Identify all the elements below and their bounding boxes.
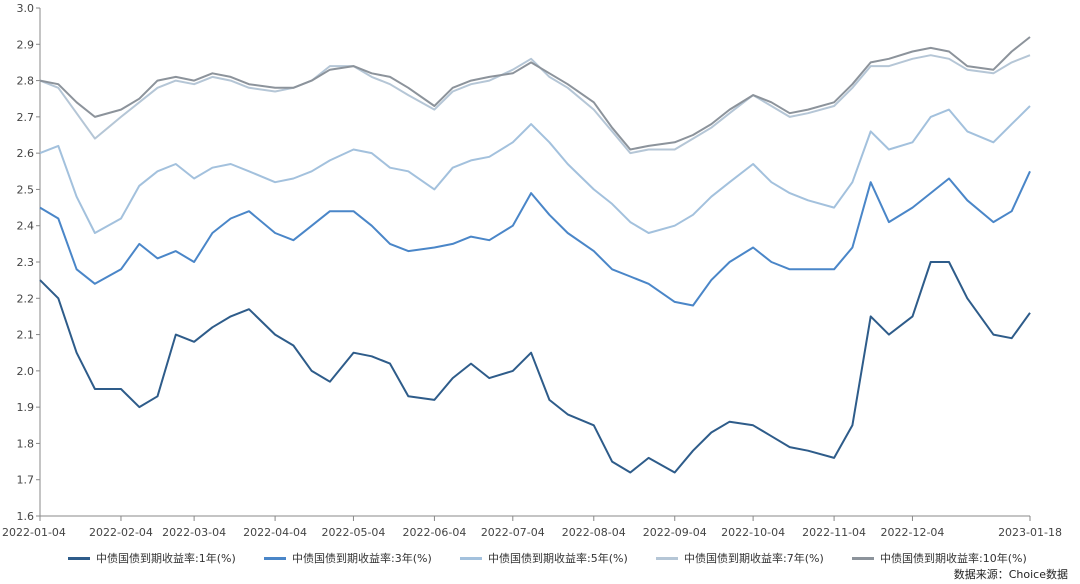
y-tick-label: 2.8	[17, 75, 35, 88]
x-tick-label: 2022-12-04	[880, 526, 944, 539]
x-axis-ticks: 2022-01-04 2022-02-04 2022-03-04 2022-04-04…	[2, 516, 1062, 539]
legend-swatch	[852, 556, 874, 560]
series-line-3	[39, 105, 1031, 234]
x-tick-label: 2022-04-04	[243, 526, 307, 539]
x-tick-label: 2022-06-04	[402, 526, 466, 539]
y-tick-label: 3.0	[17, 2, 35, 15]
data-source-note: 数据来源：Choice数据	[953, 568, 1068, 581]
chart-axes	[39, 8, 1030, 517]
x-tick-label: 2022-02-04	[89, 526, 153, 539]
y-tick-label: 2.0	[17, 365, 35, 378]
x-tick-label: 2022-11-04	[802, 526, 866, 539]
y-tick-label: 2.1	[17, 329, 35, 342]
y-tick-label: 2.9	[17, 38, 35, 51]
x-tick-label: 2022-08-04	[562, 526, 626, 539]
x-tick-label: 2023-01-18	[998, 526, 1062, 539]
legend-label: 中债国债到期收益率:7年(%)	[684, 552, 824, 565]
legend-label: 中债国债到期收益率:1年(%)	[96, 552, 236, 565]
x-tick-label: 2022-05-04	[321, 526, 385, 539]
y-tick-label: 1.6	[17, 510, 35, 523]
y-tick-label: 1.7	[17, 474, 35, 487]
x-tick-label: 2022-10-04	[721, 526, 785, 539]
x-tick-label: 2022-07-04	[481, 526, 545, 539]
legend-swatch	[264, 556, 286, 560]
chart-series-group	[39, 36, 1031, 474]
y-tick-label: 2.2	[17, 292, 35, 305]
y-tick-label: 1.8	[17, 437, 35, 450]
y-tick-label: 2.7	[17, 111, 35, 124]
x-tick-label: 2022-09-04	[643, 526, 707, 539]
legend-item-4: 中债国债到期收益率:7年(%)	[656, 549, 852, 567]
legend-swatch	[656, 556, 678, 560]
y-tick-label: 1.9	[17, 401, 35, 414]
legend-item-1: 中债国债到期收益率:1年(%)	[68, 549, 264, 567]
legend-label: 中债国债到期收益率:3年(%)	[292, 552, 432, 565]
legend-label: 中债国债到期收益率:10年(%)	[880, 552, 1027, 565]
series-line-4	[39, 54, 1031, 155]
series-line-2	[39, 170, 1031, 307]
series-line-1	[39, 261, 1031, 474]
legend-label: 中债国债到期收益率:5年(%)	[488, 552, 628, 565]
legend-swatch	[460, 556, 482, 560]
x-tick-label: 2022-01-04	[2, 526, 66, 539]
y-tick-label: 2.3	[17, 256, 35, 269]
series-line-5	[39, 36, 1031, 151]
legend-item-5: 中债国债到期收益率:10年(%)	[852, 549, 1048, 567]
chart-legend: 中债国债到期收益率:1年(%) 中债国债到期收益率:3年(%) 中债国债到期收益率:…	[68, 549, 1058, 567]
x-tick-label: 2022-03-04	[162, 526, 226, 539]
y-axis-ticks: 1.6 1.7 1.8 1.9 2.0 2.1 2.2 2.3 2.4 2.5 2.6 2.7 2.8 2…	[17, 2, 40, 523]
legend-swatch	[68, 556, 90, 560]
y-tick-label: 2.5	[17, 183, 35, 196]
y-tick-label: 2.4	[17, 220, 35, 233]
legend-item-2: 中债国债到期收益率:3年(%)	[264, 549, 460, 567]
legend-item-3: 中债国债到期收益率:5年(%)	[460, 549, 656, 567]
y-tick-label: 2.6	[17, 147, 35, 160]
